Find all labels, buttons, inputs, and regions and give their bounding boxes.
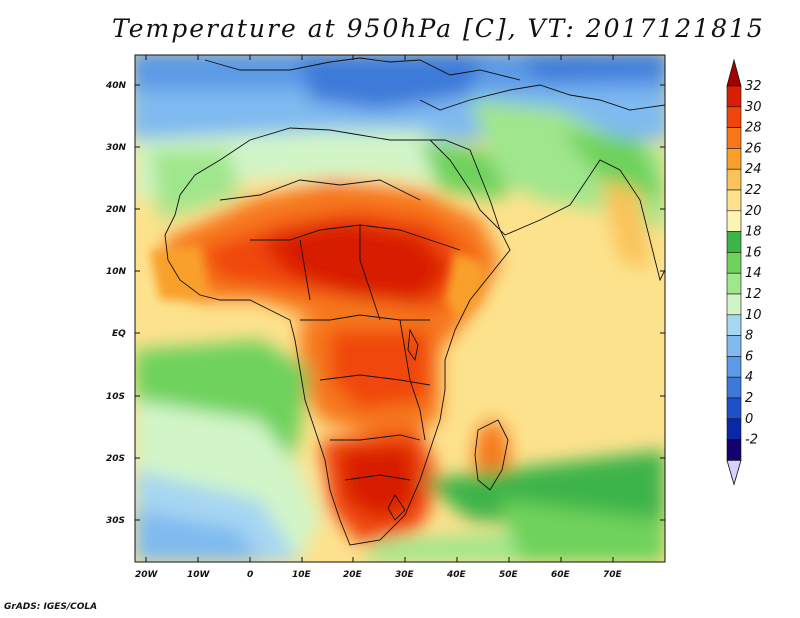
map-title: Temperature at 950hPa [C], VT: 201712181… xyxy=(112,14,765,43)
lon-label: 30E xyxy=(395,570,415,580)
footer-credit: GrADS: IGES/COLA xyxy=(4,602,98,612)
map-frame xyxy=(134,54,666,563)
colorbar-swatch xyxy=(726,272,742,295)
colorbar-swatch xyxy=(726,210,742,232)
colorbar-swatch xyxy=(726,127,742,149)
colorbar-swatch xyxy=(726,314,742,336)
colorbar-swatch xyxy=(726,293,742,316)
colorbar-label: -2 xyxy=(745,433,758,448)
colorbar-swatch xyxy=(726,252,742,274)
colorbar-label: 8 xyxy=(745,329,753,344)
colorbar-label: 16 xyxy=(745,245,762,260)
lon-axis: 20W 10W 0 10E 20E 30E 40E 50E 60E 70E xyxy=(135,55,623,580)
colorbar-label: 4 xyxy=(745,370,753,385)
lon-label: 40E xyxy=(446,570,467,580)
lat-label: 20N xyxy=(106,205,127,215)
colorbar-label: 12 xyxy=(745,287,762,302)
colorbar-swatch xyxy=(726,168,742,191)
lon-label: 10E xyxy=(292,570,312,580)
colorbar-swatch xyxy=(726,231,742,253)
lat-label: 10N xyxy=(106,267,127,277)
colorbar-label: 28 xyxy=(745,121,762,136)
colorbar-label: 10 xyxy=(745,308,762,323)
colorbar-swatch xyxy=(726,376,742,399)
colorbar-label: 32 xyxy=(745,79,762,94)
colorbar-label: 14 xyxy=(745,266,762,281)
colorbar-label: 26 xyxy=(745,141,762,156)
temperature-field xyxy=(135,55,665,562)
colorbar-label: 22 xyxy=(745,183,762,198)
colorbar-swatch xyxy=(726,148,742,170)
lat-label: 10S xyxy=(106,392,125,402)
lat-axis: 40N 30N 20N 10N EQ 10S 20S 30S xyxy=(105,81,665,526)
lon-label: 20E xyxy=(343,570,363,580)
colorbar-swatch xyxy=(726,106,742,128)
colorbar-swatch xyxy=(726,356,742,378)
colorbar-label: 2 xyxy=(745,391,753,406)
colorbar-label: 30 xyxy=(745,100,762,115)
colorbar-top-arrow xyxy=(726,58,742,87)
colorbar-swatch xyxy=(726,85,742,108)
colorbar-swatch xyxy=(726,397,742,420)
colorbar-swatch xyxy=(726,418,742,440)
lon-label: 0 xyxy=(247,570,253,580)
colorbar-label: 0 xyxy=(745,412,753,427)
colorbar-swatch xyxy=(726,335,742,357)
lon-label: 50E xyxy=(499,570,519,580)
lat-label: EQ xyxy=(112,329,126,339)
lon-label: 60E xyxy=(551,570,571,580)
colorbar-bottom-arrow xyxy=(726,460,742,486)
colorbar-swatch xyxy=(726,189,742,212)
colorbar-label: 24 xyxy=(745,162,762,177)
colorbar-label: 20 xyxy=(745,204,762,219)
colorbar-swatch xyxy=(726,439,742,461)
lat-label: 20S xyxy=(106,454,125,464)
lon-label: 10W xyxy=(187,570,211,580)
lon-label: 70E xyxy=(603,570,623,580)
lon-label: 20W xyxy=(135,570,159,580)
colorbar-label: 6 xyxy=(745,349,753,364)
coastlines xyxy=(164,57,665,546)
lat-label: 40N xyxy=(105,81,127,91)
lat-label: 30S xyxy=(106,516,125,526)
colorbar-label: 18 xyxy=(745,225,762,240)
lat-label: 30N xyxy=(106,143,127,153)
